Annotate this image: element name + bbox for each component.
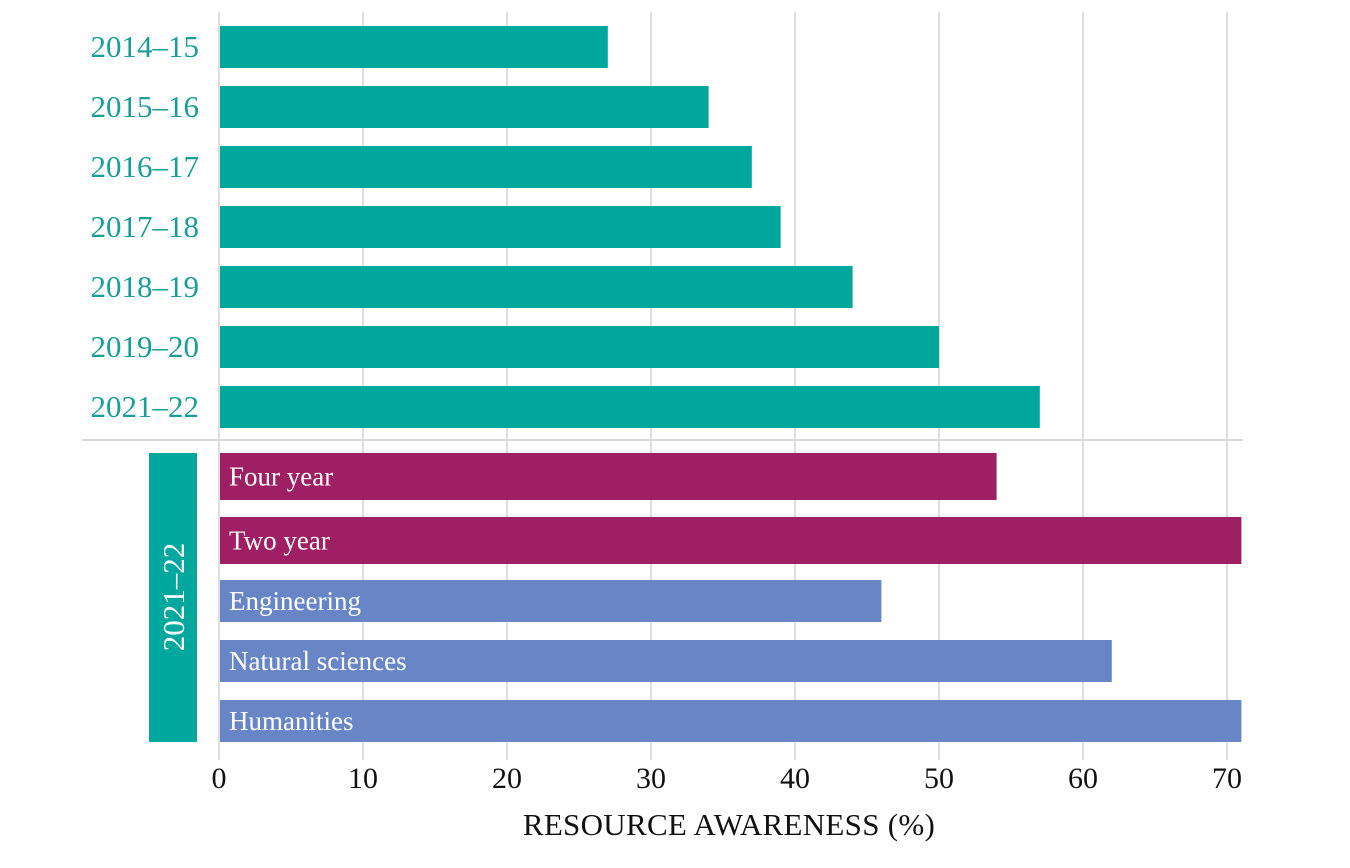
group-label-box: 2021–22 (149, 453, 197, 742)
bar (220, 86, 709, 128)
bar (220, 517, 1242, 564)
bar-label: Engineering (229, 586, 361, 616)
bar (220, 326, 939, 368)
x-tick-label: 60 (1068, 762, 1098, 795)
x-tick-label: 10 (348, 762, 378, 795)
y-category-label: 2016–17 (91, 149, 200, 184)
y-category-label: 2017–18 (91, 209, 200, 244)
x-tick-label: 40 (780, 762, 810, 795)
y-axis-labels: 2014–15 2015–16 2016–17 2017–18 2018–19 2019–… (91, 29, 200, 424)
x-axis-ticks: 0 10 20 30 40 50 60 70 (212, 762, 1243, 795)
bar-label: Humanities (229, 706, 353, 736)
group-label: 2021–22 (156, 543, 191, 652)
x-axis-title: RESOURCE AWARENESS (%) (523, 807, 935, 842)
bar (220, 266, 853, 308)
x-tick-label: 30 (636, 762, 666, 795)
bar (220, 146, 752, 188)
bar-label: Four year (229, 462, 333, 492)
y-category-label: 2015–16 (91, 89, 200, 124)
y-category-label: 2014–15 (91, 29, 200, 64)
bar (220, 206, 781, 248)
bar (220, 640, 1112, 682)
y-category-label: 2021–22 (91, 389, 200, 424)
x-tick-label: 50 (924, 762, 954, 795)
x-tick-label: 20 (492, 762, 522, 795)
bar-label: Natural sciences (229, 646, 407, 676)
bar-label: Two year (229, 526, 330, 556)
bars: Four year Two year Engineering Natural scie… (220, 26, 1242, 742)
group-label-background (149, 453, 197, 742)
bar (220, 453, 997, 500)
bar (220, 26, 608, 68)
bar (220, 580, 882, 622)
x-tick-label: 70 (1212, 762, 1242, 795)
y-category-label: 2019–20 (91, 329, 200, 364)
y-category-label: 2018–19 (91, 269, 200, 304)
x-tick-label: 0 (212, 762, 227, 795)
bar (220, 386, 1040, 428)
bar (220, 700, 1242, 742)
